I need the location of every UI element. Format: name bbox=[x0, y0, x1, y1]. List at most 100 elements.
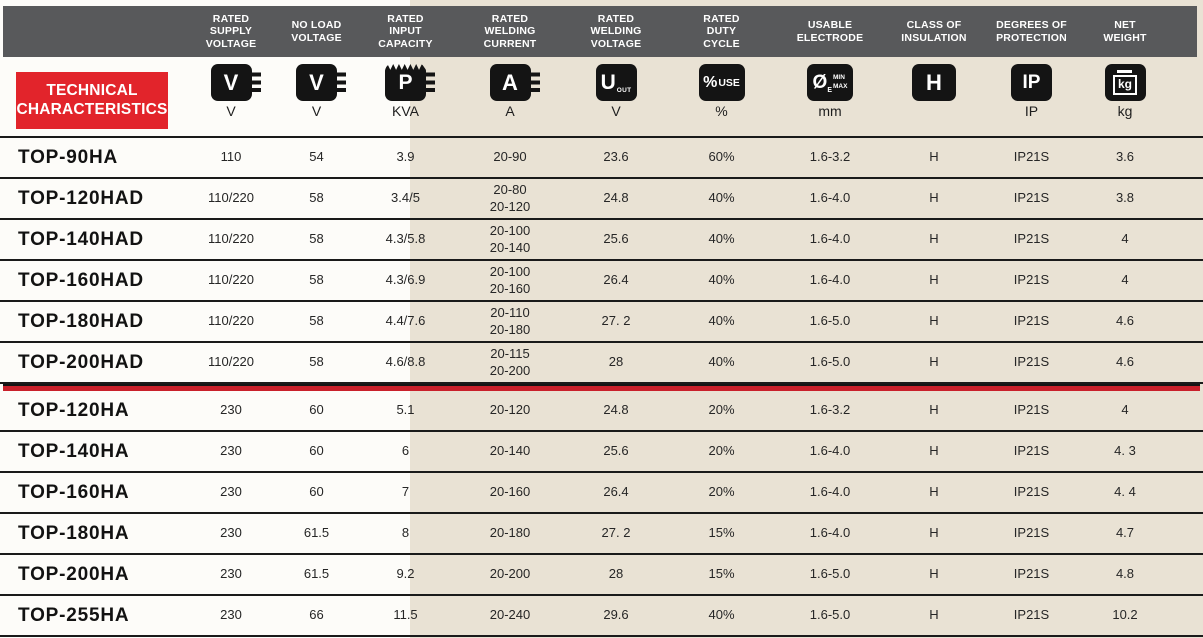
table-cell: 24.8 bbox=[603, 190, 629, 206]
column-header-net-weight: NET WEIGHT bbox=[1103, 19, 1147, 44]
table-cell: IP21S bbox=[1013, 190, 1050, 206]
table-cell: 4 bbox=[1121, 231, 1129, 247]
table-cell: 1.6-5.0 bbox=[809, 607, 851, 623]
table-cell: 1.6-3.2 bbox=[809, 402, 851, 418]
no-load-voltage-icon: V bbox=[296, 64, 346, 101]
table-cell: 20-120 bbox=[489, 402, 531, 418]
table-cell: 230 bbox=[220, 484, 242, 500]
table-cell: 230 bbox=[220, 443, 242, 459]
table-cell: 9.2 bbox=[396, 566, 415, 582]
unit-label: V bbox=[226, 103, 236, 119]
table-cell: H bbox=[929, 484, 939, 500]
table-cell: 4.8 bbox=[1115, 566, 1135, 582]
insulation-class-icon: H bbox=[912, 64, 956, 101]
model-name: TOP-200HA bbox=[18, 563, 130, 585]
unit-label: KVA bbox=[392, 103, 419, 119]
table-cell: 54 bbox=[309, 149, 324, 165]
table-cell: 4 bbox=[1121, 402, 1129, 418]
column-headers: RATED SUPPLY VOLTAGE NO LOAD VOLTAGE RAT… bbox=[0, 6, 1203, 57]
table-cell: 110/220 bbox=[207, 190, 255, 206]
table-cell: 40% bbox=[708, 272, 735, 288]
table-cell: IP21S bbox=[1013, 272, 1050, 288]
table-cell: 28 bbox=[608, 566, 624, 582]
model-name: TOP-180HA bbox=[18, 522, 130, 544]
table-cell: H bbox=[929, 402, 939, 418]
table-cell: 40% bbox=[708, 231, 735, 247]
table-cell: H bbox=[929, 231, 939, 247]
table-cell: IP21S bbox=[1013, 231, 1050, 247]
table-cell: 20% bbox=[708, 443, 735, 459]
model-name: TOP-120HA bbox=[18, 399, 130, 421]
table-cell: 110 bbox=[220, 149, 242, 165]
table-cell: 20-160 bbox=[489, 484, 531, 500]
table-row: TOP-120HAD 110/220 58 3.4/5 20-80 20-120 24.8… bbox=[0, 179, 1203, 220]
model-name: TOP-200HAD bbox=[18, 351, 144, 373]
column-header-rated-welding-current: RATED WELDING CURRENT bbox=[483, 12, 537, 50]
table-cell: 230 bbox=[220, 607, 242, 623]
table-cell: 20-200 bbox=[489, 566, 531, 582]
table-row: TOP-200HA 230 61.5 9.2 20-200 28 15% 1.6-5.0 H IP… bbox=[0, 555, 1203, 596]
unit-label: A bbox=[505, 103, 515, 119]
table-cell: IP21S bbox=[1013, 525, 1050, 541]
table-row: TOP-90HA 110 54 3.9 20-90 23.6 60% 1.6-3.2 H IP21… bbox=[0, 138, 1203, 179]
model-name: TOP-120HAD bbox=[18, 187, 144, 209]
table-cell: 4.3/6.9 bbox=[385, 272, 426, 288]
table-cell: 1.6-4.0 bbox=[809, 272, 851, 288]
column-header-usable-electrode: USABLE ELECTRODE bbox=[796, 19, 864, 44]
table-cell: 60 bbox=[309, 484, 324, 500]
table-cell: IP21S bbox=[1013, 484, 1050, 500]
table-cell: 1.6-4.0 bbox=[809, 190, 851, 206]
table-cell: H bbox=[929, 566, 939, 582]
table-cell: 60% bbox=[708, 149, 735, 165]
table-cell: IP21S bbox=[1013, 402, 1050, 418]
table-cell: 15% bbox=[708, 566, 735, 582]
column-header-degrees-of-protection: DEGREES OF PROTECTION bbox=[996, 19, 1067, 44]
column-header-rated-duty-cycle: RATED DUTY CYCLE bbox=[703, 12, 740, 50]
table-cell: 58 bbox=[309, 231, 324, 247]
table-cell: 3.8 bbox=[1115, 190, 1135, 206]
table-cell: 4.7 bbox=[1115, 525, 1135, 541]
section-divider bbox=[3, 384, 1200, 391]
table-cell: 1.6-3.2 bbox=[809, 149, 851, 165]
table-cell: IP21S bbox=[1013, 149, 1050, 165]
table-cell: 20-100 20-140 bbox=[489, 223, 531, 255]
table-cell: 4.6 bbox=[1115, 354, 1135, 370]
unit-label: V bbox=[311, 103, 322, 119]
table-cell: 8 bbox=[401, 525, 410, 541]
table-cell: 61.5 bbox=[303, 525, 330, 541]
net-weight-icon: kg bbox=[1104, 64, 1146, 101]
input-capacity-icon: P bbox=[385, 64, 435, 101]
supply-voltage-icon: V bbox=[210, 64, 261, 101]
table-cell: 20-180 bbox=[489, 525, 531, 541]
table-cell: 110/220 bbox=[207, 272, 255, 288]
unit-label: IP bbox=[1024, 103, 1039, 119]
terminal-dashes-icon bbox=[251, 72, 261, 93]
model-name: TOP-90HA bbox=[18, 146, 119, 168]
table-cell: 20-115 20-200 bbox=[489, 346, 531, 378]
table-cell: 1.6-5.0 bbox=[809, 313, 851, 329]
table-row: TOP-140HAD 110/220 58 4.3/5.8 20-100 20-140 2… bbox=[0, 220, 1203, 261]
welding-voltage-icon: U OUT bbox=[595, 64, 637, 101]
terminal-dashes-icon bbox=[337, 72, 346, 93]
table-cell: 23.6 bbox=[603, 149, 629, 165]
table-cell: 40% bbox=[708, 607, 735, 623]
table-cell: 4.6/8.8 bbox=[385, 354, 426, 370]
table-cell: 58 bbox=[309, 354, 324, 370]
table-cell: 7 bbox=[401, 484, 410, 500]
table-cell: 58 bbox=[309, 313, 324, 329]
table-cell: 20% bbox=[708, 402, 735, 418]
table-cell: 1.6-4.0 bbox=[809, 443, 851, 459]
table-cell: 1.6-5.0 bbox=[809, 566, 851, 582]
table-cell: IP21S bbox=[1013, 354, 1050, 370]
unit-label: % bbox=[715, 103, 728, 119]
column-header-class-of-insulation: CLASS OF INSULATION bbox=[901, 19, 967, 44]
table-cell: 4.6 bbox=[1115, 313, 1135, 329]
table-cell: 28 bbox=[608, 354, 624, 370]
table-cell: 40% bbox=[708, 190, 735, 206]
unit-label: kg bbox=[1117, 103, 1133, 119]
table-cell: IP21S bbox=[1013, 607, 1050, 623]
weight-handle-icon bbox=[1117, 70, 1133, 74]
model-name: TOP-160HA bbox=[18, 481, 130, 503]
table-cell: 20-90 bbox=[493, 149, 527, 165]
table-cell: 20-110 20-180 bbox=[489, 305, 531, 337]
